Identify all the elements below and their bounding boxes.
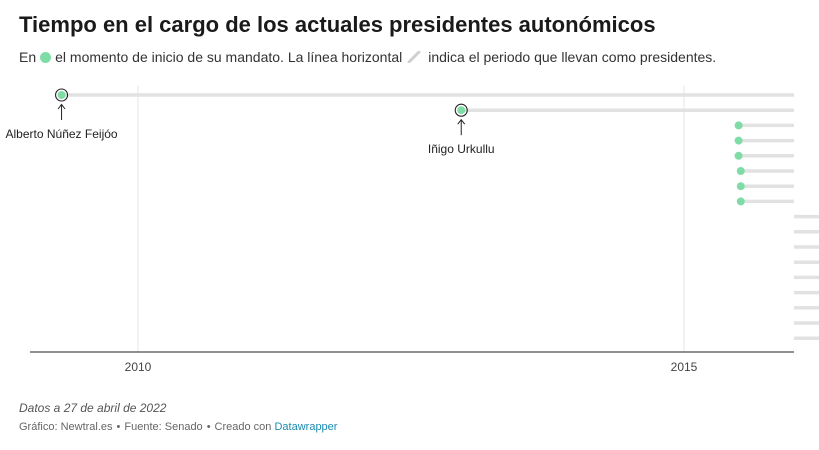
annotation-arrow-head [57, 103, 66, 110]
start-dot [57, 91, 66, 99]
footer: Gráfico: Newtral.es • Fuente: Senado • Cread… [19, 421, 337, 433]
start-dot [734, 151, 743, 160]
chart-title: Tiempo en el cargo de los actuales presi… [19, 12, 656, 37]
start-dot [736, 167, 745, 175]
footer-credit: Gráfico: Newtral.es [19, 421, 113, 433]
highlight-ring [55, 88, 69, 102]
start-dot [734, 136, 743, 145]
footer-source: Fuente: Senado [124, 421, 203, 433]
annotation-label: Iñigo Urkullu [428, 142, 495, 156]
legend-line-icon [407, 51, 421, 63]
highlight-ring [454, 103, 468, 117]
start-dot [734, 121, 743, 130]
legend-dot-icon [40, 52, 52, 63]
chart: Alberto Núñez Feijóo Iñigo Urkullu 2010 201… [6, 86, 819, 374]
x-tick-label: 2015 [671, 360, 698, 374]
x-tick-label: 2010 [125, 360, 152, 374]
annotation-arrow-head [457, 118, 466, 125]
subtitle-text-1: En [19, 49, 37, 65]
subtitle-text-2: el momento de inicio de su mandato. La l… [55, 49, 403, 65]
start-dot [736, 182, 745, 191]
annotation-label: Alberto Núñez Feijóo [6, 127, 118, 141]
footer-separator: • [206, 421, 211, 433]
footer-created: Creado con [214, 421, 272, 433]
subtitle-text-3: indica el periodo que llevan como presid… [428, 49, 717, 65]
start-dot [736, 197, 745, 206]
data-note: Datos a 27 de abril de 2022 [19, 401, 167, 415]
start-dot [457, 106, 466, 115]
chart-subtitle: En el momento de inicio de su mandato. La… [19, 49, 716, 65]
footer-separator: • [116, 421, 121, 433]
datawrapper-link[interactable]: Datawrapper [274, 421, 338, 433]
